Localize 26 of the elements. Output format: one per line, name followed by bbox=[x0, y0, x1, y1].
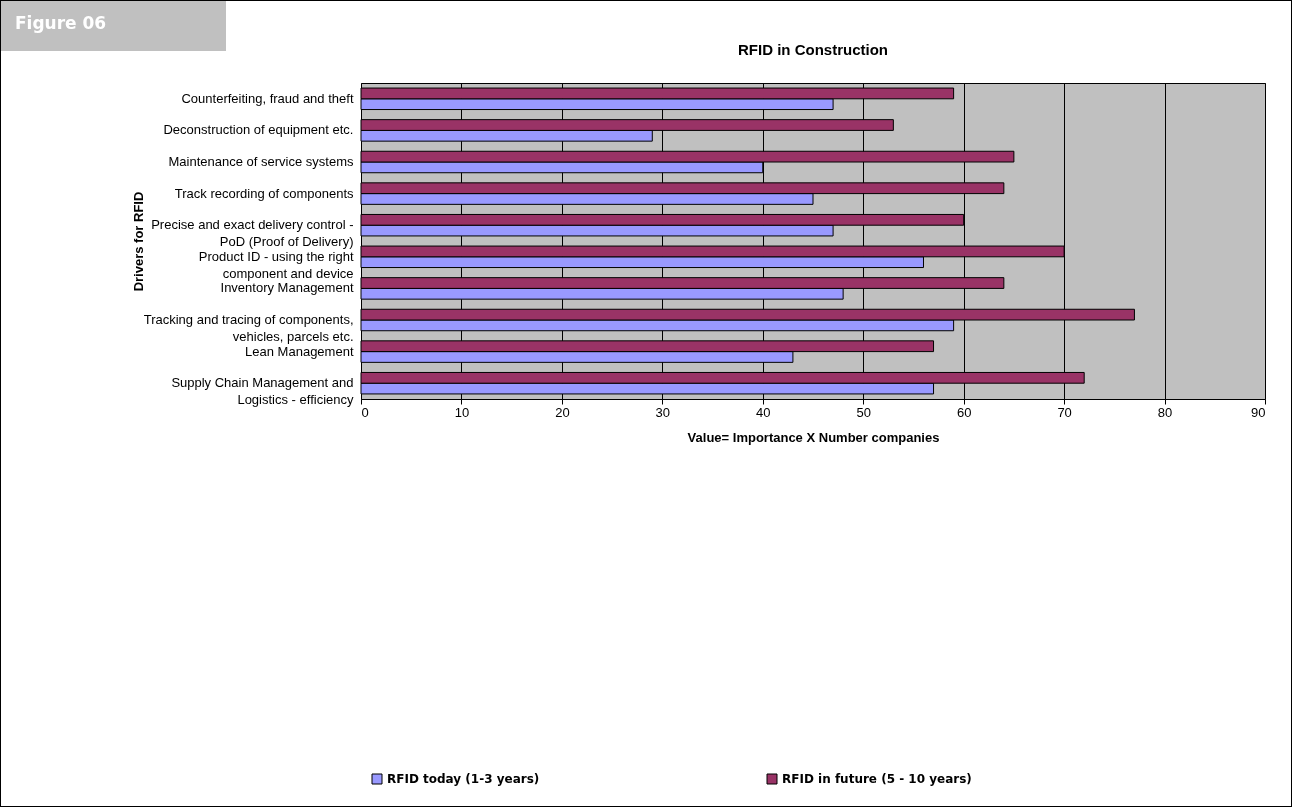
x-tick-label: 70 bbox=[1057, 404, 1072, 420]
y-tick-label: Product ID - using the right component and device bbox=[198, 248, 354, 281]
y-tick-label: Maintenance of service systems bbox=[168, 154, 354, 169]
y-tick-label: Precise and exact delivery control - PoD (Proof of Delivery) bbox=[151, 217, 354, 250]
y-tick-label: Lean Management bbox=[245, 343, 354, 359]
x-tick-label: 40 bbox=[756, 404, 771, 420]
x-tick-label: 30 bbox=[655, 404, 671, 420]
x-tick-label: 90 bbox=[1251, 404, 1266, 420]
x-tick-label: 10 bbox=[454, 404, 470, 420]
x-tick-label: 80 bbox=[1157, 404, 1173, 420]
legend-label: RFID today (1-3 years) bbox=[387, 772, 540, 786]
y-tick-label: Tracking and tracing of components, vehicles, parcels etc. bbox=[143, 312, 354, 344]
y-tick-label: Counterfeiting, fraud and theft bbox=[181, 90, 354, 106]
x-tick-label: 0 bbox=[361, 404, 369, 420]
x-tick-label: 50 bbox=[856, 404, 871, 420]
caption: Figure 06 bbox=[1, 1, 226, 51]
y-tick-label: Inventory Management bbox=[220, 280, 354, 296]
y-tick-label: Supply Chain Management and Logistics - efficiency bbox=[171, 375, 354, 408]
y-axis-title: Drivers for RFID bbox=[130, 191, 146, 292]
legend-label: RFID in future (5 - 10 years) bbox=[782, 772, 972, 786]
x-tick-label: 60 bbox=[956, 404, 972, 420]
y-tick-label: Track recording of components bbox=[174, 185, 354, 201]
x-axis-title: Value= Importance X Number companies bbox=[687, 429, 940, 445]
y-tick-label: Deconstruction of equipment etc. bbox=[163, 122, 354, 138]
chart-title: RFID in Construction bbox=[738, 41, 888, 58]
x-tick-label: 20 bbox=[555, 404, 570, 420]
